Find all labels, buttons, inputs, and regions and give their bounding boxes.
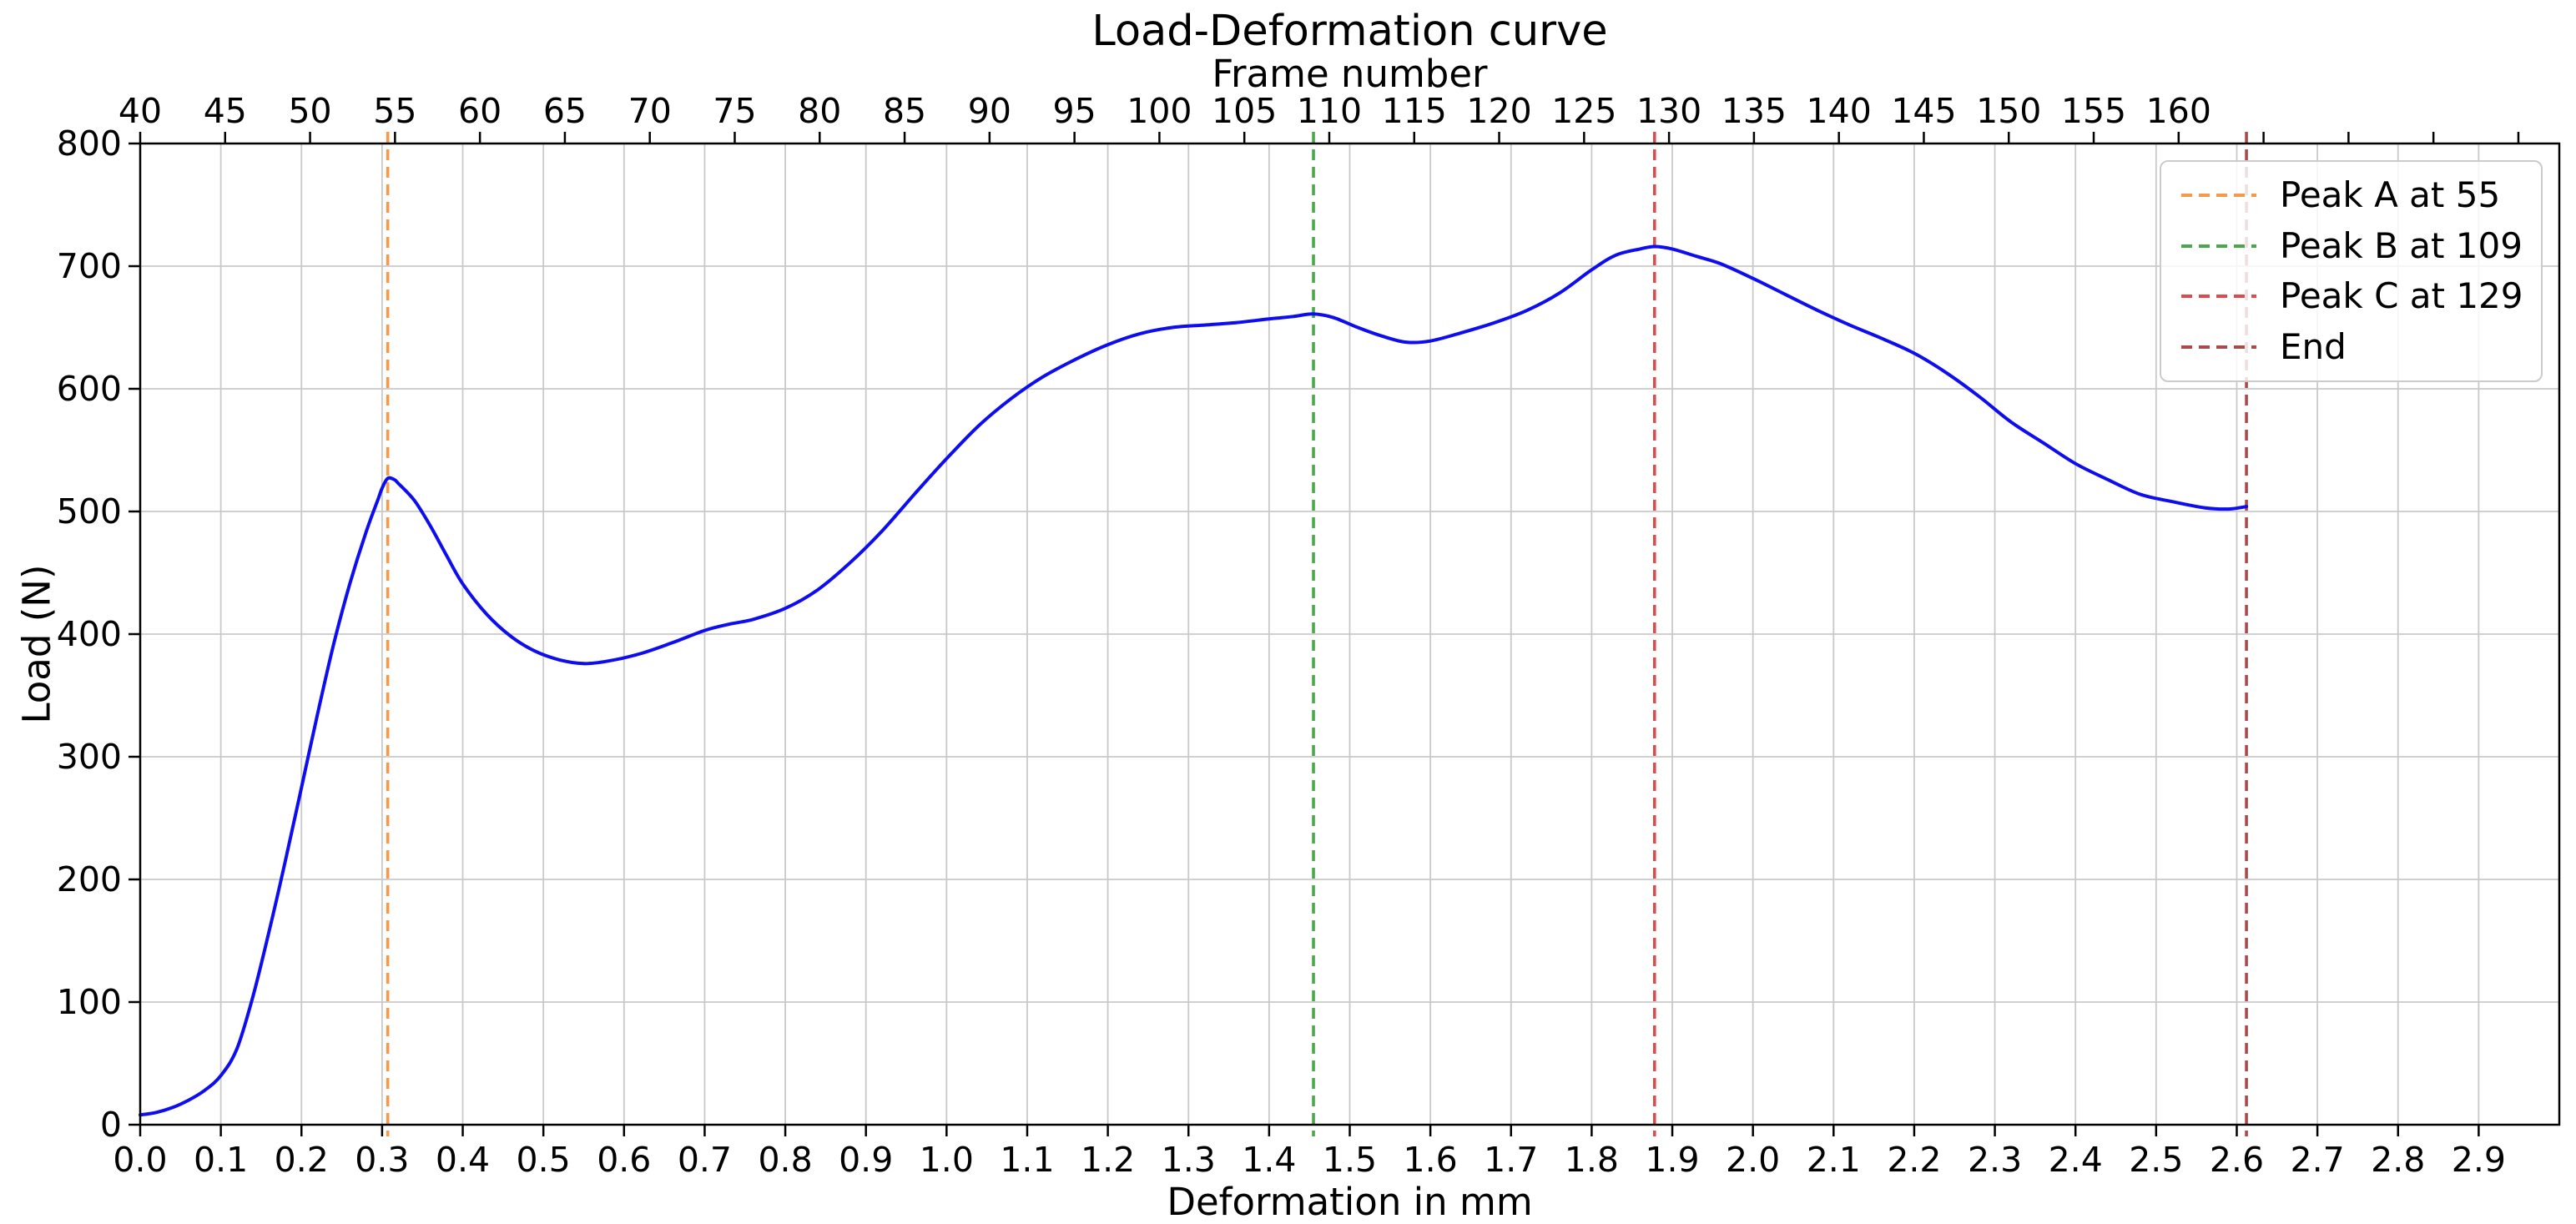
y-tick-label: 700 <box>57 246 122 286</box>
frame-tick-label: 60 <box>458 91 502 131</box>
frame-tick-label: 100 <box>1127 91 1192 131</box>
y-tick-label: 500 <box>57 491 122 531</box>
legend-item: Peak B at 109 <box>2161 224 2541 266</box>
frame-tick-label: 125 <box>1551 91 1616 131</box>
x-tick-label: 1.5 <box>1323 1140 1377 1180</box>
x-tick-label: 2.6 <box>2210 1140 2264 1180</box>
frame-tick-label: 155 <box>2061 91 2126 131</box>
x-tick-label: 0.2 <box>275 1140 329 1180</box>
x-tick-label: 1.1 <box>1000 1140 1054 1180</box>
x-tick-label: 2.1 <box>1807 1140 1861 1180</box>
frame-tick-label: 80 <box>798 91 841 131</box>
x-tick-label: 1.7 <box>1484 1140 1538 1180</box>
x-tick-label: 1.6 <box>1404 1140 1458 1180</box>
y-tick-label: 0 <box>100 1105 122 1145</box>
tick-labels: 0.0 0.1 0.2 0.3 0.4 0.5 0.6 0.7 0.8 0.9 1.0 1.1 1.2 1… <box>57 91 2506 1180</box>
frame-tick-label: 115 <box>1382 91 1447 131</box>
legend-item-label: Peak A at 55 <box>2280 174 2501 216</box>
x-tick-label: 1.2 <box>1081 1140 1135 1180</box>
plot-title: Load-Deformation curve <box>1091 7 1608 56</box>
frame-tick-label: 45 <box>204 91 247 131</box>
x-tick-label: 2.0 <box>1726 1140 1780 1180</box>
x-tick-label: 2.3 <box>1968 1140 2022 1180</box>
frame-tick-label: 90 <box>968 91 1011 131</box>
legend-line-sample <box>2181 244 2256 248</box>
frame-tick-label: 95 <box>1053 91 1096 131</box>
x-tick-label: 0.9 <box>839 1140 893 1180</box>
x-tick-label: 0.3 <box>355 1140 409 1180</box>
legend-item-label: End <box>2280 325 2347 367</box>
frame-tick-label: 50 <box>288 91 331 131</box>
legend-line-sample <box>2181 194 2256 198</box>
y-tick-label: 300 <box>57 737 122 777</box>
frame-tick-label: 75 <box>713 91 756 131</box>
x-tick-label: 0.1 <box>194 1140 248 1180</box>
x-tick-label: 0.4 <box>436 1140 490 1180</box>
frame-tick-label: 145 <box>1891 91 1956 131</box>
frame-tick-label: 40 <box>118 91 162 131</box>
frame-tick-label: 160 <box>2146 91 2211 131</box>
frame-tick-label: 150 <box>1976 91 2041 131</box>
top-axis-label: Frame number <box>1212 52 1488 96</box>
x-tick-label: 2.5 <box>2129 1140 2183 1180</box>
legend-item: Peak A at 55 <box>2161 178 2541 213</box>
y-tick-label: 400 <box>57 614 122 654</box>
frame-tick-label: 135 <box>1722 91 1787 131</box>
legend-line-sample <box>2181 295 2256 299</box>
x-tick-label: 1.0 <box>920 1140 974 1180</box>
x-tick-label: 0.7 <box>678 1140 732 1180</box>
y-tick-label: 600 <box>57 369 122 409</box>
x-tick-label: 2.9 <box>2452 1140 2506 1180</box>
x-axis-label: Deformation in mm <box>1167 1180 1533 1224</box>
frame-tick-label: 120 <box>1466 91 1531 131</box>
frame-tick-label: 110 <box>1297 91 1362 131</box>
legend-item-label: Peak C at 129 <box>2280 275 2523 317</box>
x-tick-label: 2.8 <box>2371 1140 2425 1180</box>
frame-tick-label: 105 <box>1212 91 1277 131</box>
y-tick-label: 100 <box>57 982 122 1022</box>
y-tick-label: 200 <box>57 859 122 899</box>
x-tick-label: 2.2 <box>1887 1140 1941 1180</box>
x-tick-label: 0.5 <box>517 1140 571 1180</box>
load-deformation-curve <box>139 244 2249 1117</box>
x-tick-label: 1.9 <box>1645 1140 1699 1180</box>
frame-tick-label: 85 <box>883 91 926 131</box>
x-tick-label: 1.3 <box>1162 1140 1216 1180</box>
x-tick-label: 2.4 <box>2049 1140 2103 1180</box>
frame-tick-label: 65 <box>543 91 587 131</box>
x-tick-label: 1.8 <box>1565 1140 1619 1180</box>
tick-marks <box>129 132 2520 1136</box>
x-tick-label: 1.4 <box>1242 1140 1296 1180</box>
grid-lines <box>140 144 2559 1125</box>
legend: Peak A at 55 Peak B at 109 Peak C at 129 En… <box>2160 160 2543 382</box>
x-tick-label: 2.7 <box>2290 1140 2344 1180</box>
legend-line-sample <box>2181 345 2256 349</box>
frame-tick-label: 130 <box>1636 91 1701 131</box>
frame-tick-label: 70 <box>628 91 672 131</box>
x-tick-label: 0.0 <box>113 1140 167 1180</box>
frame-tick-label: 55 <box>373 91 416 131</box>
frame-tick-label: 140 <box>1807 91 1872 131</box>
y-tick-label: 800 <box>57 123 122 164</box>
legend-item-label: Peak B at 109 <box>2280 224 2523 266</box>
x-tick-label: 0.6 <box>597 1140 651 1180</box>
legend-item: End <box>2161 325 2541 367</box>
y-axis-label: Load (N) <box>14 564 59 724</box>
legend-item: Peak C at 129 <box>2161 279 2541 314</box>
x-tick-label: 0.8 <box>758 1140 812 1180</box>
